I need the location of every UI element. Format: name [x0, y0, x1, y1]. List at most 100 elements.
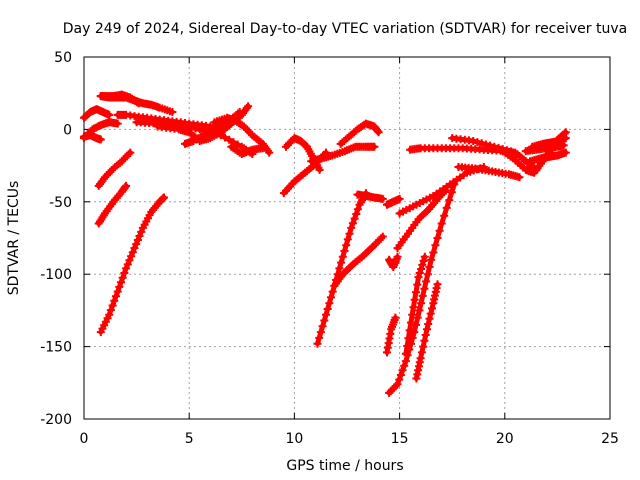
data-point-marker: [401, 349, 410, 358]
data-point-marker: [420, 252, 429, 261]
data-point-marker: [225, 135, 234, 144]
series-sat-28: [412, 280, 442, 383]
axis-ticks: [83, 56, 611, 420]
series-sat-23: [385, 252, 402, 271]
data-point-marker: [424, 320, 433, 328]
data-point-marker: [325, 299, 334, 308]
data-point-marker: [435, 226, 444, 235]
data-point-marker: [419, 256, 428, 265]
data-point-marker: [515, 173, 524, 182]
data-point-marker: [374, 128, 383, 137]
data-point-marker: [393, 380, 402, 389]
data-point-marker: [561, 148, 570, 157]
data-point-marker: [135, 232, 144, 240]
data-point-marker: [350, 214, 359, 223]
data-point-marker: [419, 342, 428, 351]
data-point-marker: [409, 303, 418, 312]
data-point-marker: [328, 287, 337, 296]
series-sat-26: [393, 186, 450, 253]
series-sat-20: [353, 190, 387, 203]
data-point-marker: [405, 326, 414, 335]
data-point-marker: [429, 248, 438, 257]
series-sat-37: [542, 128, 570, 154]
data-point-marker: [417, 348, 426, 357]
data-point-marker: [420, 284, 429, 293]
y-tick-label: -150: [40, 340, 72, 356]
data-point-marker: [113, 119, 122, 128]
data-point-marker: [315, 333, 324, 342]
data-point-marker: [420, 336, 429, 345]
data-point-marker: [427, 255, 436, 264]
data-point-marker: [122, 181, 131, 190]
data-point-marker: [416, 354, 425, 363]
data-point-marker: [335, 264, 344, 273]
data-point-marker: [393, 252, 402, 261]
data-point-marker: [168, 108, 177, 116]
data-point-marker: [417, 265, 426, 273]
series-sat-22: [383, 313, 400, 357]
series-sat-25: [385, 180, 459, 397]
data-point-marker: [412, 288, 420, 297]
data-point-marker: [408, 310, 417, 319]
series-sat-29: [395, 163, 488, 218]
data-point-marker: [320, 316, 329, 325]
data-point-marker: [410, 295, 419, 304]
data-point-marker: [440, 211, 449, 220]
data-point-marker: [447, 188, 456, 197]
series-sat-01: [80, 105, 114, 122]
data-point-marker: [378, 232, 387, 241]
series-sat-18: [336, 119, 383, 148]
series-sat-05: [96, 92, 177, 116]
data-point-marker: [327, 293, 335, 302]
data-point-marker: [415, 269, 424, 277]
data-point-marker: [110, 296, 119, 305]
data-point-marker: [112, 292, 120, 301]
data-point-marker: [340, 247, 349, 255]
series-sat-07: [94, 181, 131, 228]
y-tick-label: -100: [40, 267, 72, 283]
grid-lines: [84, 57, 610, 419]
x-tick-label: 15: [391, 431, 409, 447]
data-point-marker: [315, 165, 324, 174]
data-point-marker: [433, 280, 442, 289]
data-point-marker: [258, 144, 267, 153]
data-point-marker: [105, 310, 114, 319]
data-point-marker: [422, 277, 431, 286]
data-point-marker: [423, 270, 432, 279]
data-point-marker: [132, 240, 141, 249]
data-point-marker: [370, 142, 379, 151]
data-point-marker: [418, 260, 427, 269]
data-point-marker: [118, 273, 127, 282]
data-point-marker: [418, 291, 427, 300]
data-point-marker: [313, 339, 322, 348]
data-point-marker: [486, 141, 495, 150]
y-tick-label: -50: [49, 195, 72, 211]
data-point-marker: [342, 241, 351, 250]
data-point-marker: [401, 357, 410, 366]
series-sat-14: [227, 142, 267, 158]
data-point-marker: [413, 313, 422, 322]
data-point-marker: [396, 371, 405, 379]
data-point-marker: [117, 278, 125, 287]
data-point-marker: [407, 318, 415, 327]
x-tick-label: 10: [285, 431, 303, 447]
data-point-marker: [106, 306, 115, 315]
chart-title: Day 249 of 2024, Sidereal Day-to-day VTE…: [63, 21, 627, 37]
x-tick-label: 20: [496, 431, 514, 447]
data-point-marker: [400, 361, 409, 370]
data-point-marker: [323, 305, 332, 313]
series-sat-17: [307, 142, 379, 166]
data-point-marker: [265, 148, 274, 157]
data-point-marker: [108, 301, 117, 310]
data-point-marker: [120, 269, 129, 277]
data-point-marker: [337, 258, 346, 267]
series-sat-24: [383, 194, 404, 209]
data-point-marker: [105, 110, 114, 119]
series-sat-06: [94, 148, 135, 190]
series-sat-35: [526, 148, 570, 166]
data-point-marker: [433, 234, 442, 242]
data-point-marker: [469, 137, 478, 145]
data-point-marker: [473, 138, 482, 147]
